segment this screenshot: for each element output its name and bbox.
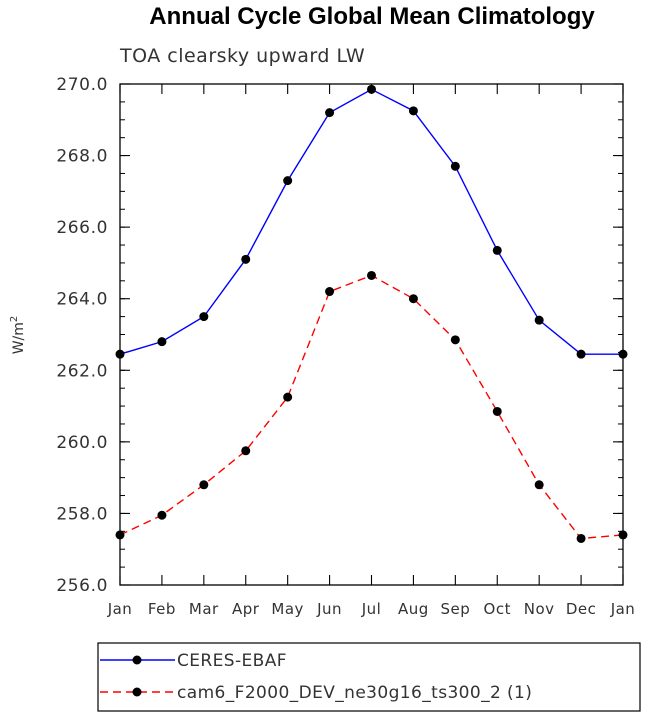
legend-marker-2 [132,687,142,697]
series-2-point [325,287,335,297]
series-1-point [199,312,209,322]
y-tick-label: 264.0 [56,290,108,310]
y-tick-label: 270.0 [56,75,108,95]
series-1-point [408,106,418,116]
x-tick-label: Nov [524,600,555,618]
y-tick-label: 256.0 [56,576,108,596]
x-tick-label: Dec [566,600,597,618]
series-1-point [534,315,544,325]
x-tick-label: Jun [316,600,342,618]
x-tick-labels: Jan Feb Mar Apr May Jun Jul Aug Sep Oct Nov Dec Jan [107,600,636,618]
legend-label-2: cam6_F2000_DEV_ne30g16_ts300_2 (1) [177,683,532,703]
plot-area: 256.0 258.0 260.0 262.0 264.0 266.0 268.0 270.0… [56,75,636,618]
series-1-point [450,161,460,171]
series-2-point [534,480,544,490]
series-1-point [283,176,293,186]
series-points [115,84,628,543]
x-tick-label: May [271,600,304,618]
y-axis-label-base: W/m [11,322,27,354]
series-2-point [115,530,125,540]
chart-subtitle: TOA clearsky upward LW [119,45,365,67]
series-2-point [367,270,376,280]
series-line-2 [119,274,624,540]
series-2-point [157,510,167,520]
series-2-point [576,533,586,543]
series-line-1 [119,88,623,355]
series-1-point [325,108,335,118]
series-2-point [199,480,209,490]
y-tick-label: 258.0 [56,504,108,524]
series-1-point [492,245,502,255]
series-2-point [408,294,418,304]
y-tick-label: 268.0 [56,147,108,167]
series-1-point [157,337,167,347]
x-tick-label: Sep [440,600,470,618]
y-tick-label: 262.0 [56,361,108,381]
legend-marker-1 [132,655,142,665]
x-tick-label: Jul [361,600,382,618]
x-tick-label: Apr [232,600,260,618]
series-2-point [450,335,460,345]
series-2-point [283,392,293,402]
axis-ticks [119,83,624,586]
y-axis-label-exponent: 2 [9,316,20,322]
y-tick-label: 266.0 [56,218,108,238]
x-tick-label: Mar [189,600,219,618]
x-tick-label: Jan [107,600,133,618]
x-tick-label: Oct [484,600,511,618]
y-tick-labels: 256.0 258.0 260.0 262.0 264.0 266.0 268.0 270.0 [56,75,108,596]
legend-label-1: CERES-EBAF [177,651,287,671]
series-1-point [115,349,125,359]
legend: CERES-EBAF cam6_F2000_DEV_ne30g16_ts300_2… [97,642,641,712]
series-2-point [241,446,251,456]
legend-box [97,642,641,712]
series-1-point [367,84,376,94]
series-1-point [241,254,251,264]
plot-frame [119,83,624,586]
series-1-point [576,349,586,359]
x-tick-label: Feb [148,600,176,618]
series-1-point [618,349,628,359]
series-2-point [618,530,628,540]
series-lines [119,88,624,540]
y-axis-label: W/m2 [9,316,27,355]
x-tick-label: Aug [398,600,429,618]
y-tick-label: 260.0 [56,433,108,453]
x-tick-label: Jan [610,600,636,618]
chart-title: Annual Cycle Global Mean Climatology [149,3,595,30]
series-2-point [492,406,502,416]
